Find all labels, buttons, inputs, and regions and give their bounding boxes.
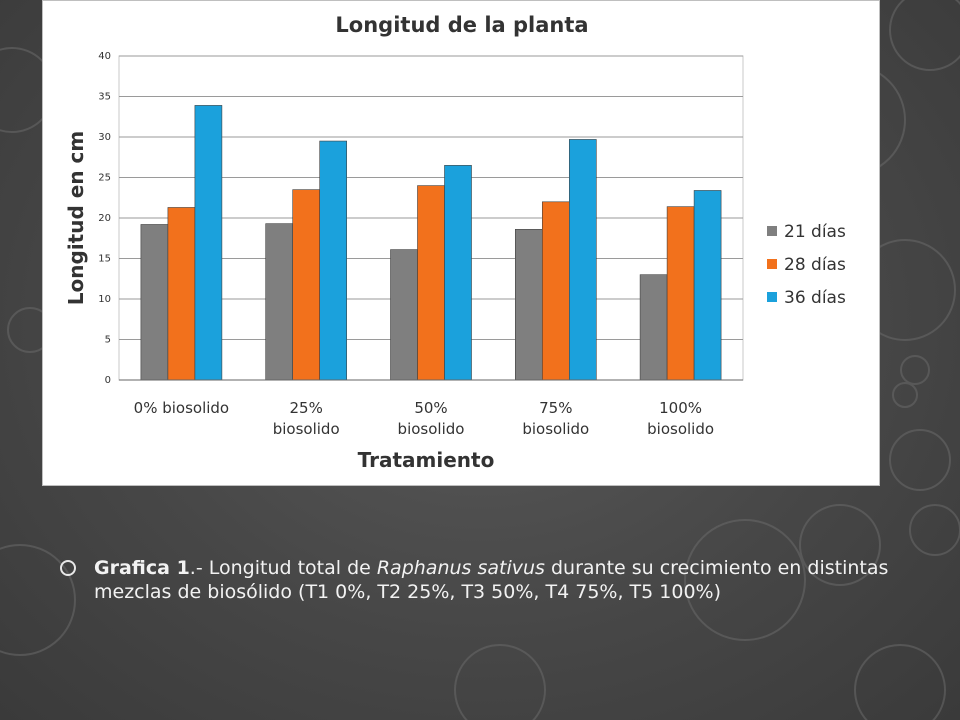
y-tick-label: 5 xyxy=(105,335,111,346)
chart-title: Longitud de la planta xyxy=(335,13,589,37)
legend-swatch xyxy=(767,226,777,236)
bar xyxy=(541,201,570,381)
x-tick-label: 75% biosolido xyxy=(522,399,589,438)
x-tick-label: 50% biosolido xyxy=(398,399,465,438)
x-tick-label: 0% biosolido xyxy=(134,399,229,417)
bar xyxy=(390,249,418,381)
x-axis-title: Tratamiento xyxy=(358,448,495,472)
y-tick-label: 35 xyxy=(98,92,111,103)
chart-panel: Longitud de la planta 0 5 10 15 20 25 30 35 40 0%… xyxy=(42,0,880,486)
figure-caption: Grafica 1.- Longitud total de Raphanus s… xyxy=(60,556,900,604)
legend-label: 21 días xyxy=(784,222,846,242)
caption-text-before: Longitud total de xyxy=(208,557,377,579)
bar xyxy=(140,224,169,381)
caption-species: Raphanus sativus xyxy=(376,557,545,579)
bar xyxy=(444,165,472,381)
bar xyxy=(265,223,293,381)
caption-lead: Grafica 1 xyxy=(94,557,190,579)
y-tick-label: 10 xyxy=(98,294,111,305)
caption-text-after: durante su crecimiento en distintas mezc… xyxy=(94,557,889,603)
y-tick-label: 0 xyxy=(105,375,111,386)
x-tick-label: 100% biosolido xyxy=(647,399,714,438)
y-axis-title: Longitud en cm xyxy=(64,131,88,305)
bar xyxy=(568,139,597,381)
bar xyxy=(417,185,445,381)
bar xyxy=(167,207,196,381)
y-tick-label: 30 xyxy=(98,132,111,143)
y-tick-label: 20 xyxy=(98,213,111,224)
bar xyxy=(693,190,722,381)
legend-swatch xyxy=(767,292,777,302)
legend-label: 28 días xyxy=(784,255,846,275)
y-tick-label: 40 xyxy=(98,51,111,62)
caption-separator: .- xyxy=(189,557,209,579)
bar xyxy=(639,274,668,381)
legend-swatch xyxy=(767,259,777,269)
bar xyxy=(666,206,695,381)
bar xyxy=(514,229,543,381)
x-tick-label: 25% biosolido xyxy=(273,399,340,438)
bullet-circle-icon xyxy=(60,560,76,576)
bar xyxy=(194,105,223,381)
bar-chart: 0 5 10 15 20 25 30 35 40 0% biosolido 25% biosolido… xyxy=(64,51,846,472)
bar xyxy=(292,189,320,381)
bar xyxy=(319,140,348,381)
y-tick-label: 15 xyxy=(98,254,111,265)
y-tick-label: 25 xyxy=(98,173,111,184)
legend-label: 36 días xyxy=(784,288,846,308)
